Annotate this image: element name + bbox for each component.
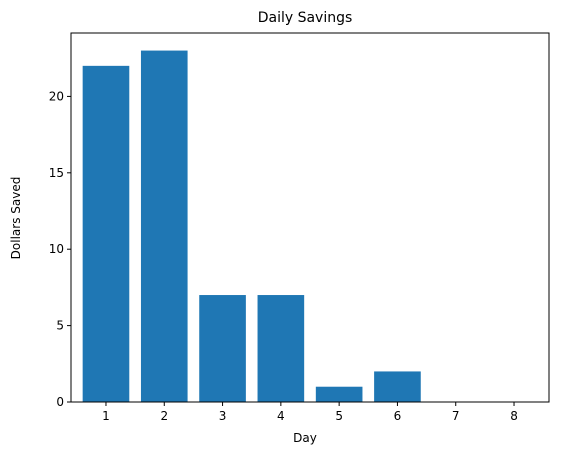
y-axis-label: Dollars Saved (9, 177, 23, 260)
y-tick-label-15: 15 (49, 166, 64, 180)
chart-title: Daily Savings (258, 10, 353, 26)
bar-day-1 (82, 65, 130, 402)
bar-day-5 (315, 386, 363, 402)
x-tick-label-2: 2 (160, 409, 168, 423)
bar-day-2 (140, 50, 188, 402)
y-tick-label-5: 5 (56, 319, 64, 333)
x-tick-label-6: 6 (394, 409, 402, 423)
bar-day-4 (257, 295, 305, 402)
y-tick-label-10: 10 (49, 242, 64, 256)
x-tick-label-3: 3 (219, 409, 227, 423)
x-tick-label-5: 5 (335, 409, 343, 423)
x-axis-label: Day (293, 431, 317, 445)
plot-area: 1 2 3 4 5 6 7 8 0 5 10 15 20 (49, 32, 550, 423)
x-tick-label-4: 4 (277, 409, 285, 423)
bar-day-6 (374, 371, 421, 402)
y-tick-label-20: 20 (49, 89, 64, 103)
x-tick-label-1: 1 (102, 409, 110, 423)
x-tick-label-7: 7 (452, 409, 460, 423)
y-tick-label-0: 0 (56, 395, 64, 409)
bar-day-3 (199, 295, 246, 402)
x-tick-label-8: 8 (510, 409, 518, 423)
plot-frame (70, 32, 550, 403)
